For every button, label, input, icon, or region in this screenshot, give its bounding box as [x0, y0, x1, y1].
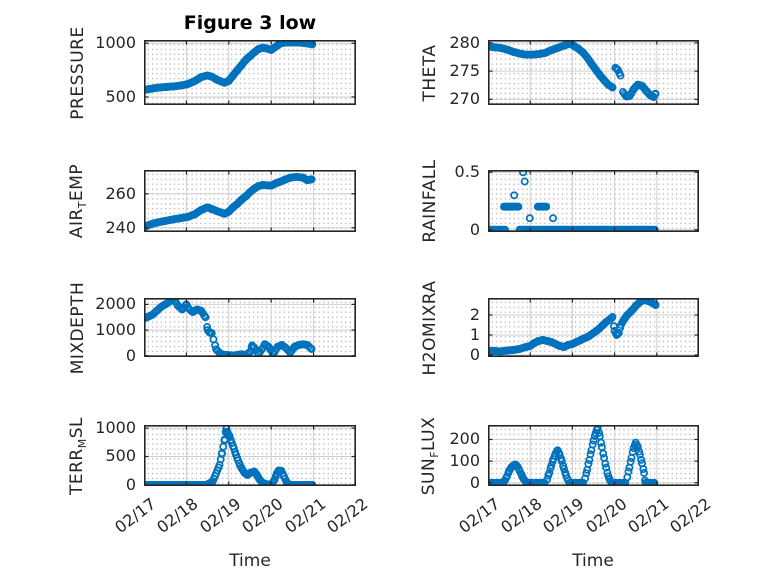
- x-tick-label: 02/17: [455, 494, 504, 537]
- scatter-markers-mixdepth: [144, 298, 316, 357]
- y-tick-label: 0: [469, 345, 480, 364]
- y-tick-label: 500: [105, 446, 136, 466]
- plot-area-air-temp: [144, 170, 356, 232]
- axes-frame: [488, 40, 699, 105]
- y-tick-label: 0: [125, 474, 136, 494]
- y-tick-label: 260: [105, 183, 136, 203]
- y-tick-label: 240: [105, 217, 136, 237]
- subplot-mixdepth: [144, 298, 356, 357]
- scatter-markers-theta: [488, 40, 660, 102]
- y-tick-label: 1000: [95, 33, 136, 53]
- x-tick-label: 02/21: [280, 494, 330, 537]
- y-tick-label: 2000: [95, 294, 136, 314]
- x-tick-label: 02/22: [323, 494, 372, 537]
- axes-frame: [144, 298, 356, 357]
- x-tick-label: 02/18: [153, 494, 202, 537]
- scatter-markers-rainfall: [488, 170, 659, 232]
- y-tick-label: 500: [105, 86, 136, 106]
- axes-frame: [488, 170, 699, 232]
- y-tick-label: 0: [469, 472, 480, 492]
- plot-area-rainfall: [488, 170, 699, 232]
- axes-frame: [144, 40, 356, 105]
- x-tick-label: 02/20: [581, 494, 631, 537]
- y-tick-label: 100: [449, 451, 480, 471]
- x-tick-label: 02/17: [111, 494, 160, 537]
- subplot-theta: [488, 40, 699, 105]
- plot-area-mixdepth: [144, 298, 356, 357]
- y-tick-label: 275: [449, 61, 480, 81]
- subplot-sun-flux: [488, 425, 699, 486]
- scatter-markers-h2omixra: [488, 298, 660, 356]
- x-tick-label: 02/22: [666, 494, 715, 537]
- y-tick-label: 280: [449, 32, 480, 52]
- subplot-rainfall: [488, 170, 699, 232]
- plot-area-h2omixra: [488, 298, 699, 357]
- y-tick-label: 1000: [95, 320, 136, 340]
- axes-frame: [488, 425, 699, 486]
- scatter-markers-air-temp: [144, 172, 316, 232]
- scatter-markers-terr-msl: [144, 425, 317, 486]
- subplot-pressure: [144, 40, 356, 105]
- x-tick-label: 02/19: [195, 494, 245, 537]
- figure-title: Figure 3 low: [183, 12, 317, 34]
- y-tick-label: 200: [449, 429, 480, 449]
- subplot-air-temp: [144, 170, 356, 232]
- y-tick-label: 0: [469, 219, 480, 239]
- y-tick-label: 1000: [95, 418, 136, 438]
- plot-area-theta: [488, 40, 699, 105]
- axes-frame: [488, 298, 699, 357]
- y-tick-label: 1: [469, 325, 480, 344]
- plot-area-terr-msl: [144, 425, 356, 486]
- y-tick-label: 0.5: [454, 162, 480, 182]
- subplot-h2omixra: [488, 298, 699, 357]
- x-tick-label: 02/18: [497, 494, 546, 537]
- time-axis-label-right: Time: [572, 551, 614, 571]
- axes-frame: [144, 170, 356, 232]
- x-tick-label: 02/20: [238, 494, 287, 537]
- time-axis-label-left: Time: [229, 551, 271, 571]
- y-tick-label: 2: [469, 305, 480, 324]
- plot-area-sun-flux: [488, 425, 699, 486]
- plot-area-pressure: [144, 40, 356, 105]
- subplot-terr-msl: [144, 425, 356, 486]
- y-tick-label: 270: [449, 89, 480, 109]
- y-tick-label: 0: [125, 345, 136, 365]
- scatter-markers-pressure: [144, 40, 317, 94]
- x-tick-label: 02/19: [539, 494, 588, 537]
- axes-frame: [144, 425, 356, 486]
- x-tick-label: 02/21: [623, 494, 673, 537]
